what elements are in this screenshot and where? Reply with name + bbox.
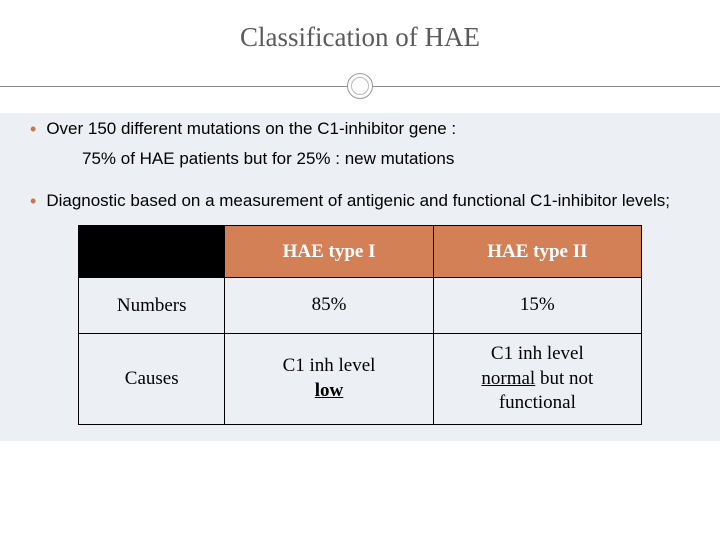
bullet-item: • Over 150 different mutations on the C1… <box>30 117 690 141</box>
slide-title: Classification of HAE <box>0 0 720 73</box>
bullet-icon: • <box>30 118 36 140</box>
row-label: Numbers <box>79 278 225 334</box>
data-cell: 85% <box>225 278 433 334</box>
bullet-item: • Diagnostic based on a measurement of a… <box>30 189 690 213</box>
slide: Classification of HAE • Over 150 differe… <box>0 0 720 540</box>
row-label: Causes <box>79 334 225 425</box>
hae-table: HAE type I HAE type II Numbers 85% 15% C… <box>78 225 642 425</box>
bullet-text: Over 150 different mutations on the C1-i… <box>46 117 456 141</box>
bullet-text: Diagnostic based on a measurement of ant… <box>46 189 670 213</box>
cell-emph: normal <box>481 368 535 389</box>
data-cell: C1 inh level normal but not functional <box>433 334 641 425</box>
cell-line: C1 inh level <box>491 343 584 364</box>
data-cell: 15% <box>433 278 641 334</box>
col-header: HAE type II <box>433 226 641 278</box>
divider <box>0 73 720 103</box>
cell-emph: low <box>315 380 344 401</box>
divider-ornament <box>347 73 373 99</box>
bullet-icon: • <box>30 190 36 212</box>
table-row: Numbers 85% 15% <box>79 278 642 334</box>
table-header-row: HAE type I HAE type II <box>79 226 642 278</box>
corner-cell <box>79 226 225 278</box>
col-header: HAE type I <box>225 226 433 278</box>
table-container: HAE type I HAE type II Numbers 85% 15% C… <box>30 219 690 425</box>
content-area: • Over 150 different mutations on the C1… <box>0 113 720 441</box>
data-cell: C1 inh level low <box>225 334 433 425</box>
table-row: Causes C1 inh level low C1 inh level nor… <box>79 334 642 425</box>
bullet-subtext: 75% of HAE patients but for 25% : new mu… <box>82 147 690 171</box>
cell-line: C1 inh level <box>283 355 376 376</box>
